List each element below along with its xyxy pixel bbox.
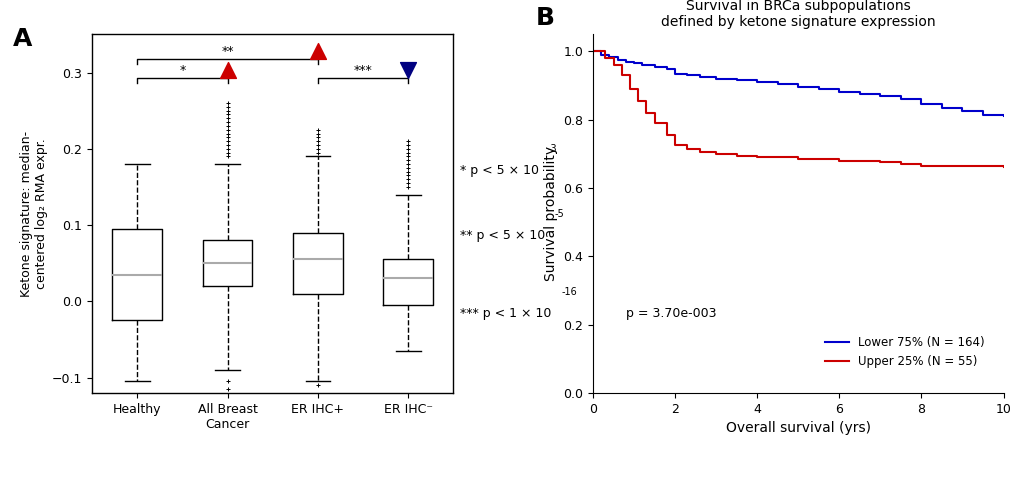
Text: -5: -5	[555, 209, 564, 218]
Point	[309, 47, 326, 55]
Text: A: A	[12, 27, 32, 51]
Point	[400, 66, 417, 74]
Text: *** p < 1 × 10: *** p < 1 × 10	[461, 307, 552, 321]
Text: B: B	[536, 6, 555, 29]
Text: **: **	[221, 45, 233, 58]
Text: * p < 5 × 10: * p < 5 × 10	[461, 164, 540, 177]
Y-axis label: Ketone signature: median-
centered log₂ RMA expr.: Ketone signature: median- centered log₂ …	[19, 131, 48, 297]
Title: Survival in BRCa subpopulations
defined by ketone signature expression: Survival in BRCa subpopulations defined …	[660, 0, 936, 29]
Text: p = 3.70e-003: p = 3.70e-003	[626, 307, 717, 321]
Legend: Lower 75% (N = 164), Upper 25% (N = 55): Lower 75% (N = 164), Upper 25% (N = 55)	[820, 331, 989, 373]
Text: *: *	[179, 64, 185, 77]
Text: -16: -16	[562, 287, 578, 298]
Y-axis label: Survival probability: Survival probability	[544, 146, 558, 281]
X-axis label: Overall survival (yrs): Overall survival (yrs)	[726, 421, 870, 435]
Text: ***: ***	[353, 64, 373, 77]
Point	[219, 66, 236, 74]
Text: -3: -3	[548, 144, 557, 154]
Text: ** p < 5 × 10: ** p < 5 × 10	[461, 229, 546, 242]
